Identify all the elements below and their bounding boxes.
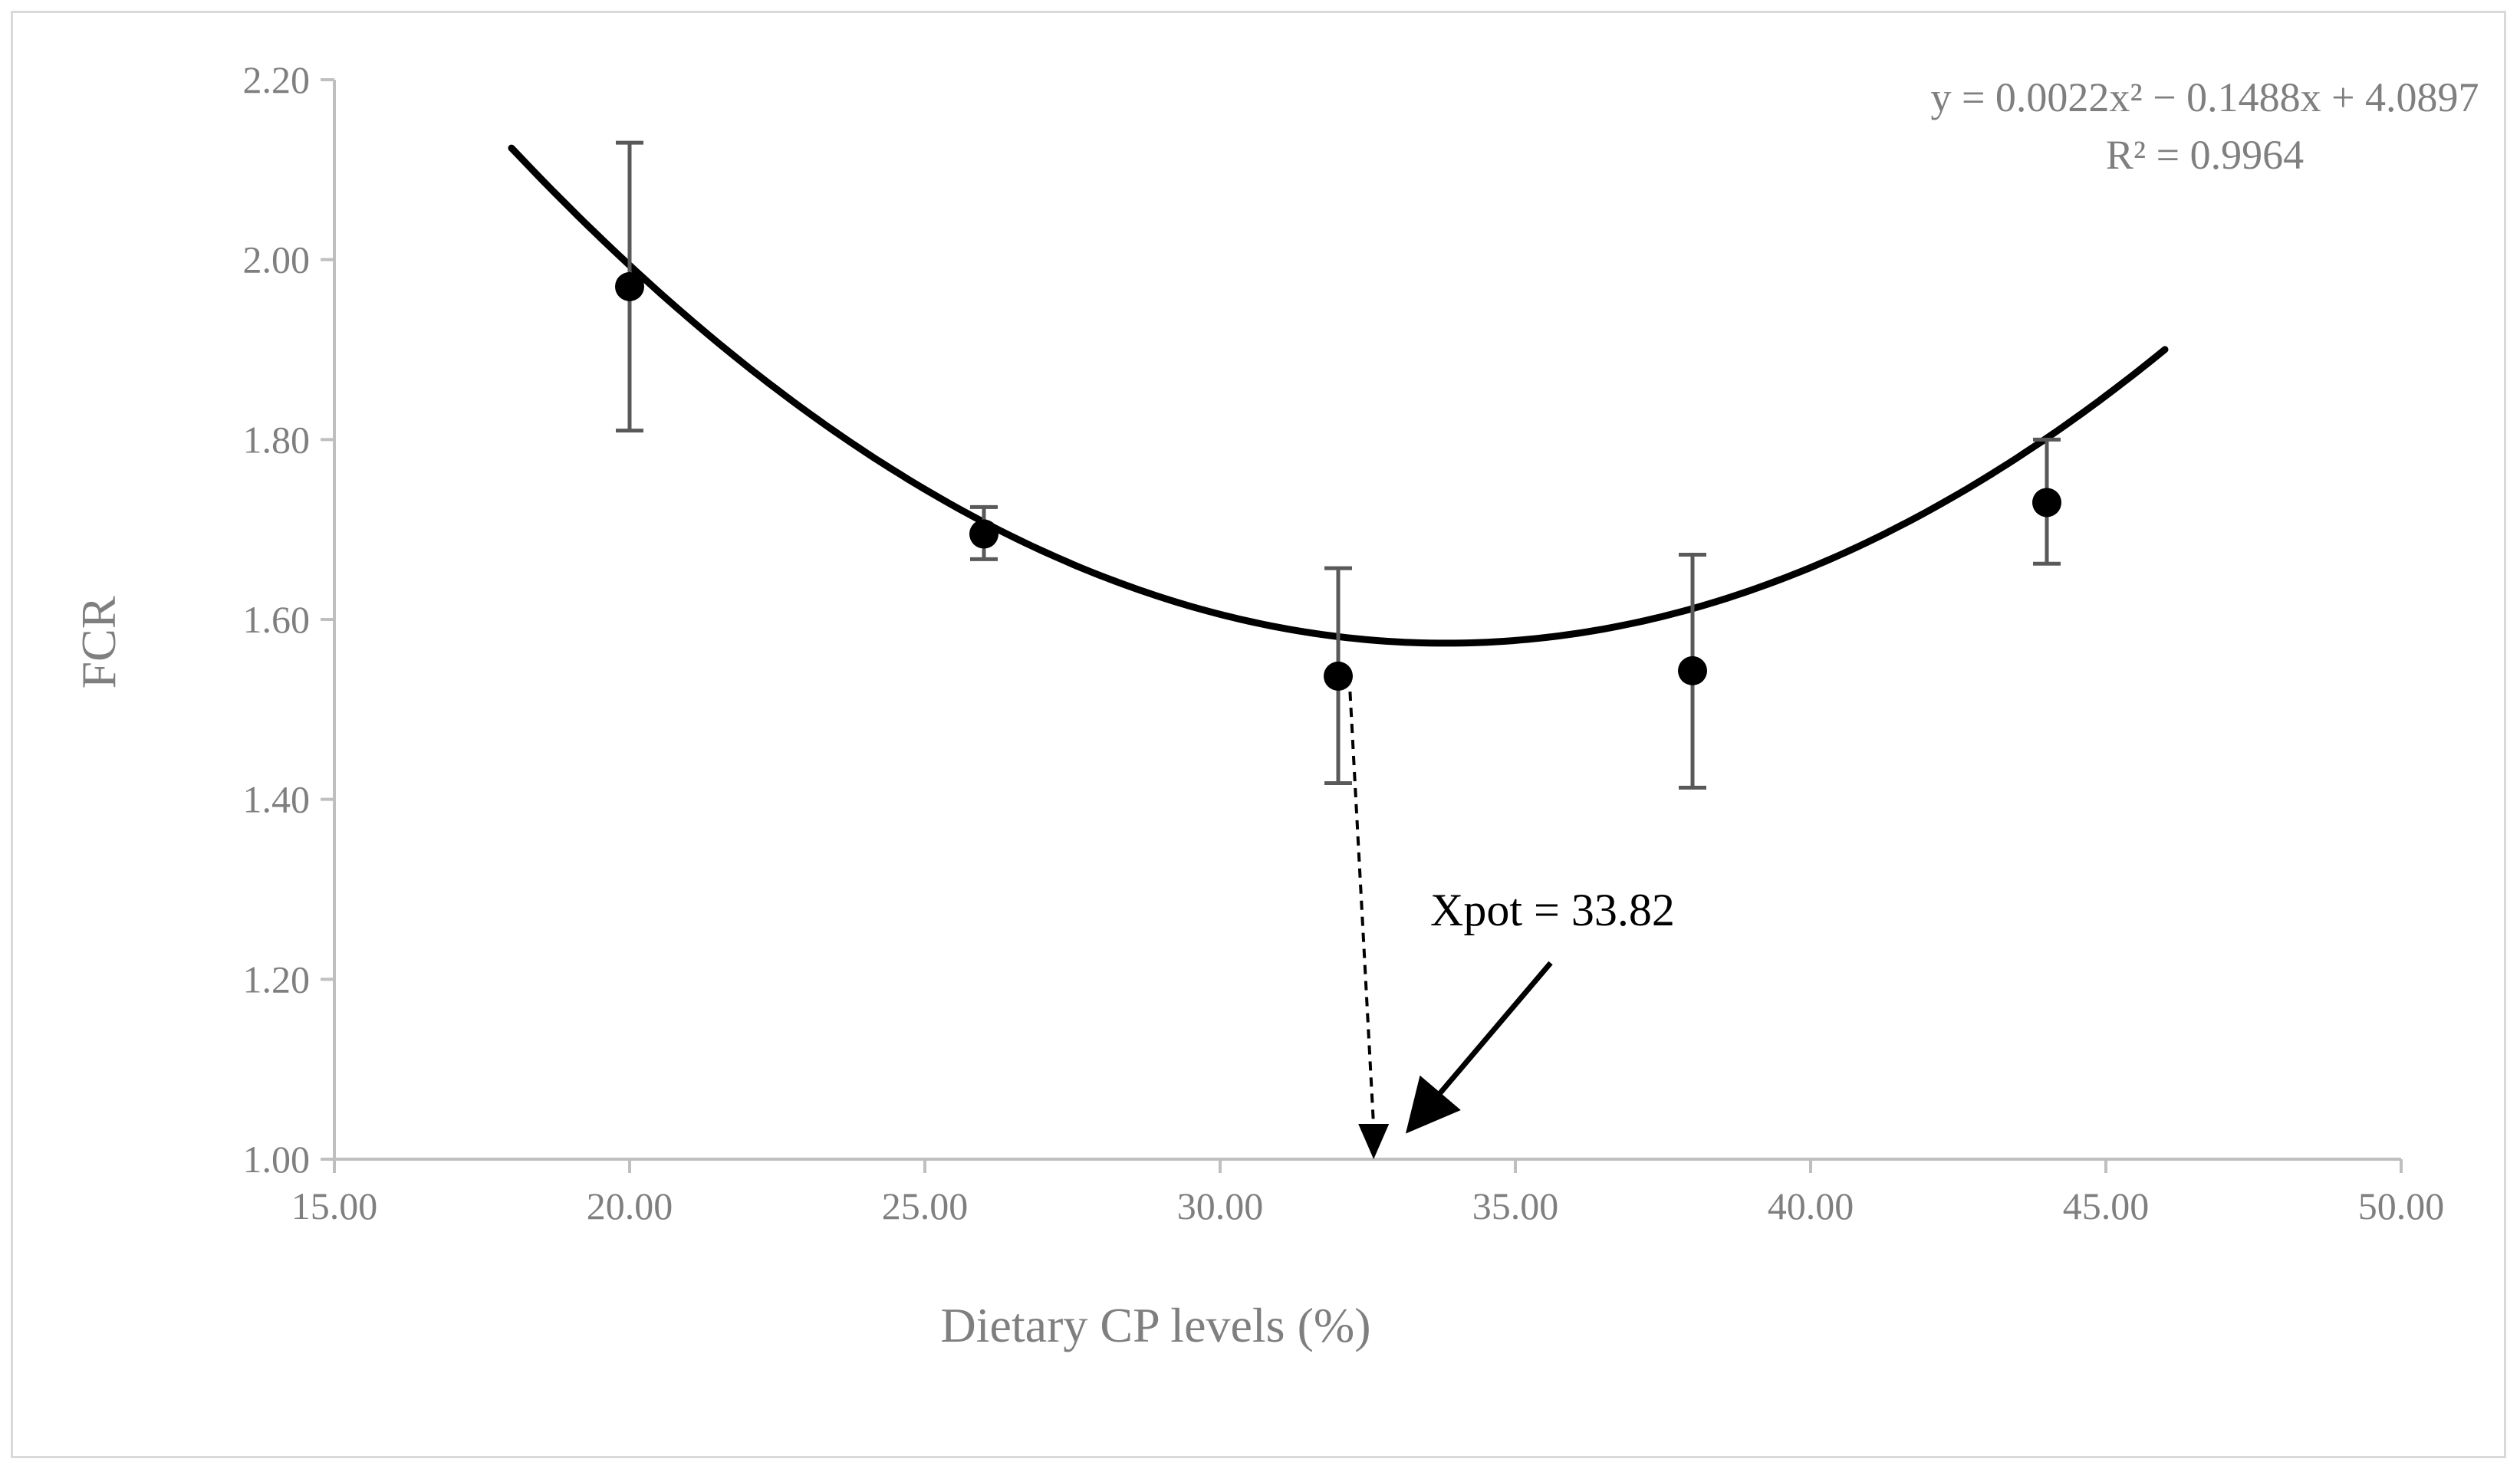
x-tick-label: 20.00 [587,1184,673,1227]
x-tick-label: 25.00 [882,1184,969,1227]
y-tick-label: 1.00 [243,1138,311,1181]
data-point [2032,488,2061,518]
data-point [1324,661,1353,691]
data-points [615,271,2061,691]
x-tick-label: 35.00 [1472,1184,1559,1227]
x-tick-label: 15.00 [291,1184,378,1227]
y-tick-label: 1.60 [243,598,311,641]
y-tick-label: 1.80 [243,418,311,461]
error-bars [616,140,2061,790]
x-axis-ticks: 15.00 20.00 25.00 30.00 35.00 40.00 45.00 50.00 [291,1159,2445,1227]
annotation-group [1348,692,1553,1159]
annotation-arrow [1405,961,1553,1134]
x-tick-label: 40.00 [1768,1184,1854,1227]
chart-frame [11,11,2506,1458]
y-axis-ticks: 1.00 1.20 1.40 1.60 1.80 2.00 2.20 [243,58,334,1181]
data-point [615,271,644,301]
drop-arrowhead [1358,1124,1390,1159]
y-tick-label: 2.00 [243,238,311,281]
x-axis-title: Dietary CP levels (%) [940,1298,1370,1352]
x-tick-label: 50.00 [2358,1184,2445,1227]
dashed-drop-line [1348,692,1376,1128]
data-point [969,519,998,549]
trendline-r-squared: R² = 0.9964 [2106,132,2304,178]
y-axis-title: FCR [71,596,126,688]
annotation-label: Xpot = 33.82 [1430,885,1675,935]
y-tick-label: 2.20 [243,58,311,101]
trendline-equation: y = 0.0022x² − 0.1488x + 4.0897 [1930,74,2479,120]
y-tick-label: 1.40 [243,778,311,821]
y-tick-label: 1.20 [243,958,311,1001]
data-point [1678,656,1707,685]
x-tick-label: 30.00 [1177,1184,1264,1227]
x-tick-label: 45.00 [2063,1184,2150,1227]
